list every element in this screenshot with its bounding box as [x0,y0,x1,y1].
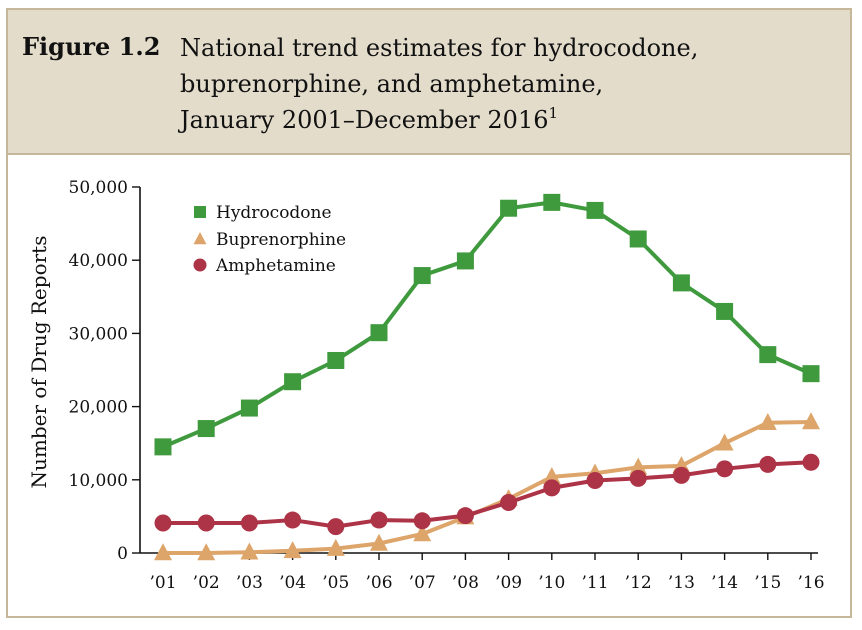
hydrocodone-point [197,420,215,438]
x-tick-label: ’10 [538,573,565,593]
amphetamine-point [802,453,820,471]
amphetamine-point [672,466,690,484]
x-tick-label: ’08 [452,573,479,593]
amphetamine-point [586,472,604,490]
hydrocodone-point [716,302,734,320]
buprenorphine-series-line [163,419,812,555]
figure-title-line: buprenorphine, and amphetamine, [180,70,604,98]
amphetamine-point [284,511,302,529]
amphetamine-point [197,514,215,532]
amphetamine-point [240,514,258,532]
buprenorphine-point [197,543,216,561]
hydrocodone-point [370,324,388,342]
buprenorphine-point [758,412,777,430]
hydrocodone-point [586,201,604,219]
buprenorphine-point [413,524,432,542]
x-tick-label: ’15 [754,573,781,593]
hydrocodone-point [413,267,431,285]
y-tick-label: 50,000 [69,178,128,198]
figure-title-line-text: January 2001–December 2016 [180,106,549,134]
hydrocodone-point [327,351,345,369]
legend-hydrocodone-label: Hydrocodone [216,203,332,223]
hydrocodone-point [154,438,172,456]
legend-amphetamine-marker [193,258,207,272]
amphetamine-series-line [163,460,812,529]
figure-label: Figure 1.2 [22,32,161,61]
x-tick-label: ’12 [625,573,652,593]
hydrocodone-point [629,230,647,248]
legend-buprenorphine-label: Buprenorphine [216,230,346,250]
buprenorphine-point [370,533,388,551]
y-axis-label: Number of Drug Reports [27,236,51,489]
x-tick-label: ’07 [409,573,436,593]
buprenorphine-point [629,457,648,475]
legend-hydrocodone-marker [194,206,206,218]
buprenorphine-point [240,542,259,560]
hydrocodone-point [500,199,518,217]
x-tick-label: ’04 [279,573,306,593]
legend-buprenorphine-marker [193,231,207,245]
hydrocodone-point [240,399,258,417]
y-tick-label: 40,000 [69,251,128,271]
hydrocodone-point [456,252,474,270]
buprenorphine-point [326,538,345,556]
amphetamine-point [370,511,388,529]
buprenorphine-point [802,412,820,430]
figure-title: National trend estimates for hydrocodone… [180,30,820,138]
hydrocodone-point [672,274,690,292]
y-tick-label: 20,000 [69,398,128,418]
buprenorphine-point [715,433,734,451]
y-tick-label: 10,000 [69,471,128,491]
legend-amphetamine-label: Amphetamine [215,256,336,276]
x-tick-label: ’14 [711,573,738,593]
x-tick-label: ’11 [581,573,608,593]
footnote-mark: 1 [548,104,559,122]
figure-title-line: January 2001–December 20161 [180,102,820,138]
x-tick-label: ’09 [495,573,522,593]
amphetamine-point [413,512,431,530]
amphetamine-point [500,493,518,511]
buprenorphine-point [283,541,302,559]
hydrocodone-point [284,373,302,391]
amphetamine-point [543,479,561,497]
amphetamine-point [327,518,345,536]
hydrocodone-point [759,346,777,364]
hydrocodone-point [802,365,820,383]
figure-frame: Figure 1.2 National trend estimates for … [6,8,852,618]
x-tick-label: ’02 [193,573,220,593]
x-tick-label: ’06 [365,573,392,593]
buprenorphine-point [542,467,561,485]
amphetamine-point [759,455,777,473]
hydrocodone-point [543,193,561,211]
amphetamine-point [629,469,647,487]
x-tick-label: ’13 [668,573,695,593]
amphetamine-point [154,514,172,532]
y-tick-label: 30,000 [69,324,128,344]
x-tick-label: ’01 [149,573,176,593]
figure-title-line: National trend estimates for hydrocodone… [180,34,699,62]
x-tick-label: ’03 [236,573,263,593]
buprenorphine-point [154,543,172,561]
x-tick-label: ’05 [322,573,349,593]
amphetamine-point [456,507,474,525]
hydrocodone-series-line [162,200,812,449]
figure-header: Figure 1.2 National trend estimates for … [8,10,850,155]
amphetamine-point [716,460,734,478]
x-tick-label: ’16 [797,573,824,593]
y-tick-label: 0 [117,544,128,564]
